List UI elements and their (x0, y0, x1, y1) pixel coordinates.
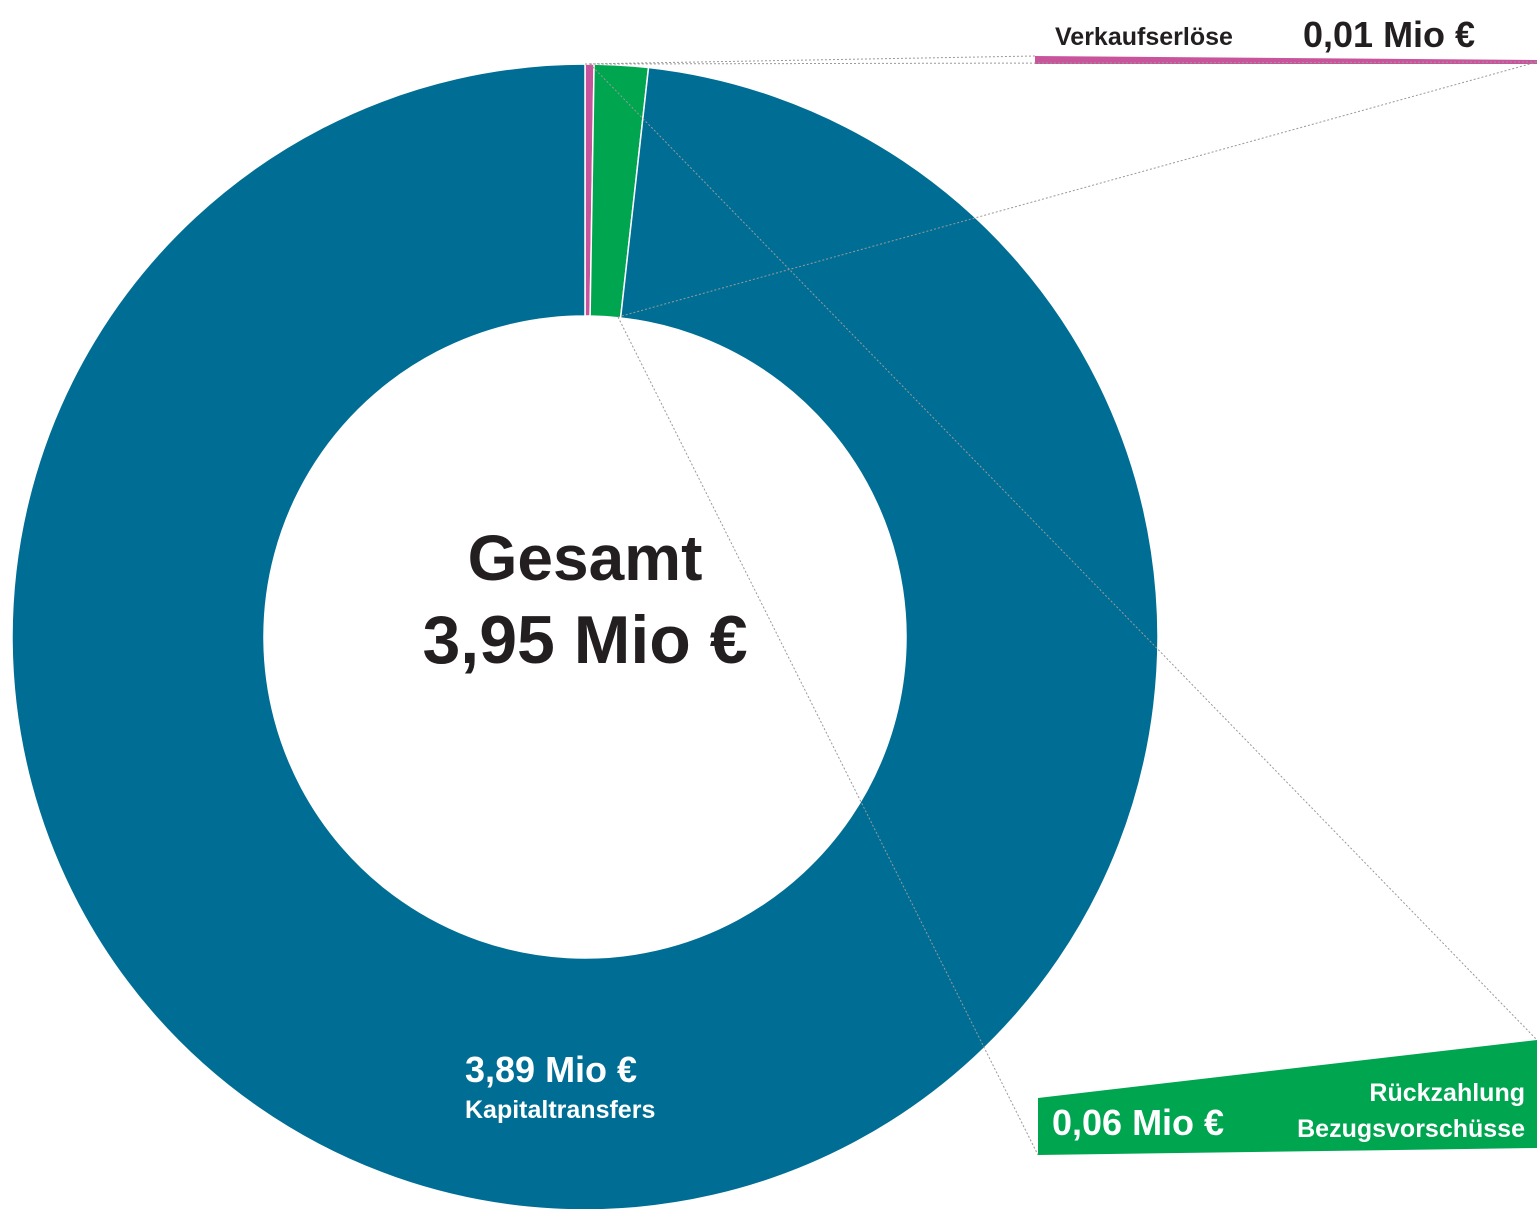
center-label: 3,95 Mio € (422, 602, 747, 678)
leader-lines (584, 55, 1537, 1156)
slice (11, 63, 1159, 1209)
leader-line (589, 63, 1537, 1041)
value-label: 3,89 Mio € (465, 1049, 638, 1090)
category-label: Rückzahlung Bezugsvorschüsse (1297, 1079, 1525, 1143)
value-label: 0,06 Mio € (1052, 1102, 1225, 1143)
value-label: 0,01 Mio € (1303, 14, 1476, 55)
leader-line (589, 61, 1537, 65)
leader-line (617, 316, 1039, 1156)
label-box (1038, 1040, 1537, 1155)
category-label: Verkaufserlöse (1055, 23, 1233, 51)
center-title: Gesamt (468, 522, 703, 594)
leader-line (617, 61, 1537, 318)
category-label: Kapitaltransfers (465, 1096, 656, 1124)
leader-line (584, 55, 1036, 65)
